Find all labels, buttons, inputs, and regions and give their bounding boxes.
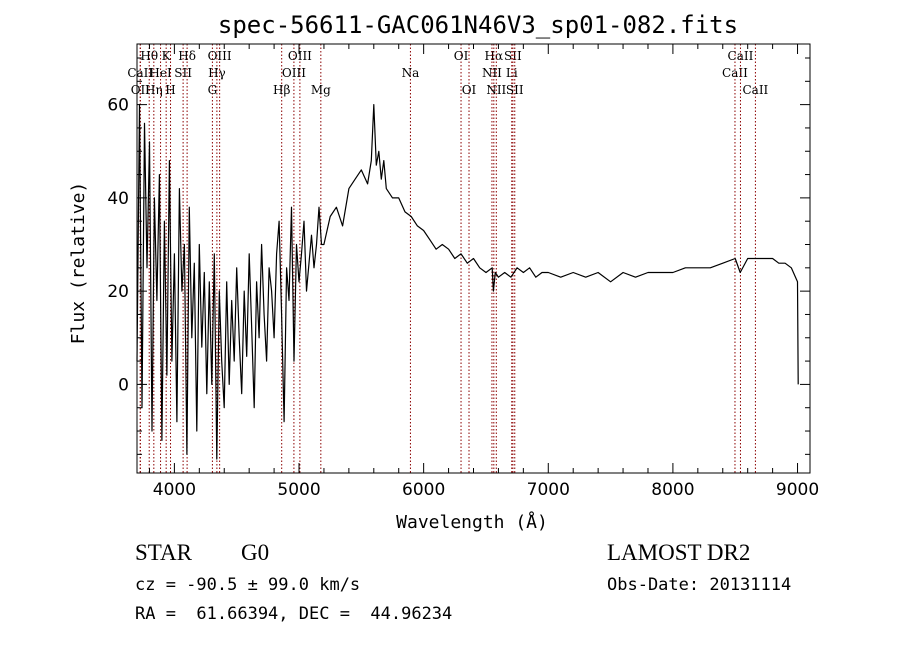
spectral-line-label: Li (506, 66, 518, 80)
spectral-line-label: Hα (485, 49, 504, 63)
spectral-line-label: OI (454, 49, 469, 63)
coordinates-text: RA = 61.66394, DEC = 44.96234 (135, 604, 453, 624)
spectral-line-label: Mg (311, 83, 331, 97)
y-axis-label: Flux (relative) (68, 182, 89, 345)
plot-area: HθHηOIICaIIHeIKHSIIHδHγGOIIIHβOIIIOIIIMg… (107, 43, 819, 500)
chart-title: spec-56611-GAC061N46V3_sp01-082.fits (218, 11, 738, 39)
y-tick-label: 40 (107, 189, 129, 209)
spectral-line-label: Hδ (178, 49, 196, 63)
x-tick-label: 9000 (776, 480, 819, 500)
redshift-text: cz = -90.5 ± 99.0 km/s (135, 575, 361, 595)
y-tick-label: 0 (118, 375, 129, 395)
spectral-line-label: SII (506, 83, 524, 97)
spectral-line-label: CaII (127, 66, 153, 80)
spectral-line-label: Na (402, 66, 420, 80)
spectral-line-label: HeI (149, 66, 172, 80)
spectrum-line (136, 104, 799, 460)
x-tick-label: 4000 (153, 480, 196, 500)
spectral-line-label: SII (504, 49, 522, 63)
x-tick-label: 8000 (651, 480, 694, 500)
spectral-line-label: OIII (282, 66, 306, 80)
spectral-line-label: H (165, 83, 175, 97)
x-tick-label: 7000 (527, 480, 570, 500)
subclass-label: G0 (241, 540, 270, 565)
x-tick-label: 6000 (402, 480, 445, 500)
y-tick-label: 20 (107, 282, 129, 302)
y-tick-label: 60 (107, 96, 129, 116)
survey-label: LAMOST DR2 (607, 540, 751, 565)
spectral-line-label: Hγ (208, 66, 226, 80)
spectral-line-label: NII (482, 66, 502, 80)
spectral-line-label: OIII (208, 49, 232, 63)
spectral-line-label: Hβ (273, 83, 290, 97)
class-label: STAR (135, 540, 192, 565)
x-axis-label: Wavelength (Å) (396, 511, 548, 533)
spectral-line-label: SII (174, 66, 192, 80)
spectral-line-label: CaII (722, 66, 748, 80)
spectral-line-label: NII (486, 83, 506, 97)
spectral-line-label: CaII (728, 49, 754, 63)
spectral-line-label: G (208, 83, 218, 97)
x-tick-label: 5000 (277, 480, 320, 500)
spectral-line-label: OIII (288, 49, 312, 63)
spectral-line-label: Hθ (140, 49, 158, 63)
obs-date-text: Obs-Date: 20131114 (607, 575, 792, 595)
spectral-line-label: Hη (145, 83, 163, 97)
spectral-line-label: K (162, 49, 172, 63)
spectral-line-label: CaII (742, 83, 768, 97)
spectral-line-label: OI (462, 83, 477, 97)
